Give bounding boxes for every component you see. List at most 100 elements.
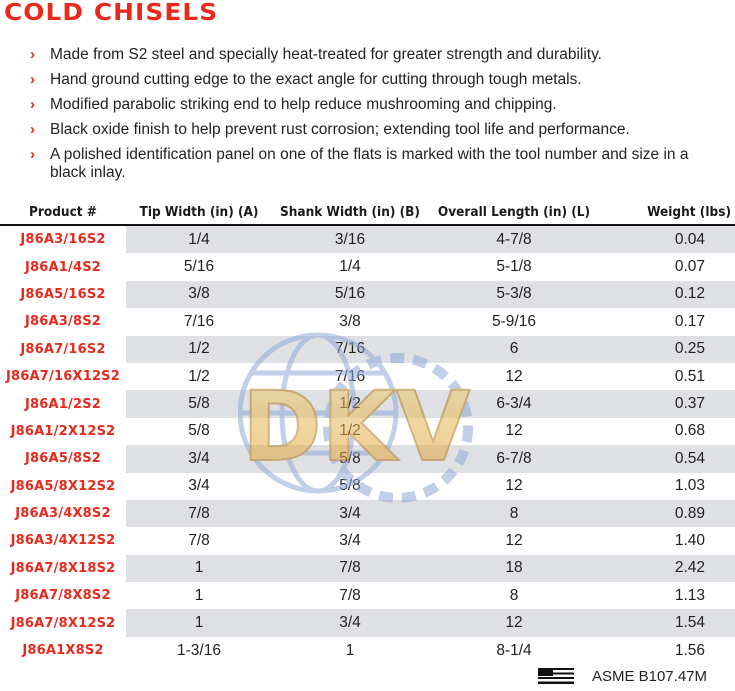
- overall-length-cell: 5-3/8: [428, 280, 600, 309]
- table-row: J86A7/16X12S2 1/2 7/16 12 0.51: [0, 363, 735, 390]
- table-header-row: Product # Tip Width (in) (A) Shank Width…: [0, 200, 735, 226]
- footer: ASME B107.47M: [537, 666, 707, 686]
- feature-item: › Made from S2 steel and specially heat-t…: [30, 46, 602, 63]
- weight-cell: 0.04: [600, 225, 735, 254]
- tip-width-cell: 3/8: [126, 280, 272, 309]
- shank-width-cell: 7/8: [272, 554, 428, 583]
- overall-length-cell: 12: [428, 609, 600, 637]
- weight-cell: 0.54: [600, 445, 735, 473]
- overall-length-cell: 12: [505, 477, 523, 495]
- asme-standard: ASME B107.47M: [591, 667, 707, 685]
- overall-length-cell: 12: [505, 422, 523, 440]
- tip-width-cell: 1/2: [126, 335, 272, 363]
- table-row: J86A7/8X18S2 1 7/8 18 2.42: [0, 554, 735, 583]
- feature-list: › Made from S2 steel and specially heat-t…: [0, 46, 735, 189]
- chevron-right-icon: ›: [30, 71, 35, 88]
- overall-length-cell: 12: [505, 367, 523, 385]
- product-number-cell: J86A3/4X12S2: [10, 533, 116, 549]
- overall-length-cell: 5-1/8: [496, 258, 532, 276]
- product-number-cell: J86A1/2S2: [24, 396, 102, 412]
- shank-width-cell: 7/16: [272, 335, 428, 363]
- spec-table: Product # Tip Width (in) (A) Shank Width…: [0, 200, 735, 664]
- chevron-right-icon: ›: [30, 121, 35, 138]
- weight-cell: 1.13: [674, 586, 705, 604]
- overall-length-cell: 6-7/8: [428, 445, 600, 473]
- weight-cell: 2.42: [600, 554, 735, 583]
- page-title: COLD CHISELS: [4, 0, 219, 26]
- shank-width-cell: 1/2: [339, 422, 361, 440]
- tip-width-cell: 5/8: [126, 390, 272, 418]
- product-number-cell: J86A5/8X12S2: [10, 478, 116, 494]
- table-row: J86A3/4X8S2 7/8 3/4 8 0.89: [0, 499, 735, 528]
- product-number-cell: J86A5/8S2: [24, 451, 102, 467]
- weight-cell: 0.17: [674, 312, 705, 330]
- tip-width-cell: 1: [126, 609, 272, 637]
- table-row: J86A1/4S2 5/16 1/4 5-1/8 0.07: [0, 253, 735, 280]
- table-row: J86A1/2X12S2 5/8 1/2 12 0.68: [0, 418, 735, 445]
- spec-table-container: Product # Tip Width (in) (A) Shank Width…: [0, 200, 735, 664]
- overall-length-cell: 6-3/4: [428, 390, 600, 418]
- table-row: J86A1X8S2 1-3/16 1 8-1/4 1.56: [0, 637, 735, 664]
- weight-cell: 1.56: [674, 641, 705, 659]
- weight-cell: 0.25: [600, 335, 735, 363]
- header-overall-length: Overall Length (in) (L): [428, 200, 600, 226]
- overall-length-cell: 5-9/16: [492, 312, 536, 330]
- product-number-cell: J86A5/16S2: [20, 286, 106, 302]
- overall-length-cell: 12: [505, 531, 523, 549]
- product-number-cell: J86A3/8S2: [24, 314, 102, 330]
- weight-cell: 0.12: [600, 280, 735, 309]
- weight-cell: 1.54: [600, 609, 735, 637]
- shank-width-cell: 3/4: [272, 609, 428, 637]
- table-row: J86A7/8X12S2 1 3/4 12 1.54: [0, 609, 735, 637]
- feature-item: › Modified parabolic striking end to help…: [30, 96, 557, 113]
- product-number-cell: J86A7/8X18S2: [10, 560, 116, 576]
- feature-item: › Hand ground cutting edge to the exact a…: [30, 71, 582, 88]
- tip-width-cell: 5/8: [188, 422, 210, 440]
- weight-cell: 0.51: [674, 367, 705, 385]
- shank-width-cell: 7/16: [334, 367, 366, 385]
- product-number-cell: J86A1X8S2: [22, 643, 104, 659]
- weight-cell: 0.37: [600, 390, 735, 418]
- table-row: J86A1/2S2 5/8 1/2 6-3/4 0.37: [0, 390, 735, 418]
- product-number-cell: J86A3/16S2: [20, 232, 106, 248]
- overall-length-cell: 8: [428, 499, 600, 528]
- table-row: J86A5/8S2 3/4 5/8 6-7/8 0.54: [0, 445, 735, 473]
- table-row: J86A3/4X12S2 7/8 3/4 12 1.40: [0, 527, 735, 554]
- table-row: J86A5/16S2 3/8 5/16 5-3/8 0.12: [0, 280, 735, 309]
- shank-width-cell: 1: [345, 641, 355, 659]
- weight-cell: 1.40: [674, 531, 705, 549]
- table-row: J86A5/8X12S2 3/4 5/8 12 1.03: [0, 473, 735, 500]
- tip-width-cell: 7/16: [183, 312, 215, 330]
- tip-width-cell: 7/8: [126, 499, 272, 528]
- shank-width-cell: 3/8: [339, 312, 361, 330]
- table-body: J86A3/16S2 1/4 3/16 4-7/8 0.04 J86A1/4S2 5/16 1…: [0, 225, 735, 664]
- tip-width-cell: 7/8: [188, 531, 210, 549]
- tip-width-cell: 3/4: [126, 445, 272, 473]
- product-number-cell: J86A3/4X8S2: [15, 506, 111, 522]
- overall-length-cell: 8-1/4: [496, 641, 532, 659]
- weight-cell: 0.89: [600, 499, 735, 528]
- chevron-right-icon: ›: [30, 146, 35, 163]
- shank-width-cell: 3/16: [272, 225, 428, 254]
- feature-item: › A polished identification panel on one …: [30, 146, 689, 181]
- table-row: J86A7/16S2 1/2 7/16 6 0.25: [0, 335, 735, 363]
- shank-width-cell: 1/2: [272, 390, 428, 418]
- header-tip-width: Tip Width (in) (A): [126, 200, 272, 226]
- overall-length-cell: 8: [509, 586, 519, 604]
- product-number-cell: J86A7/16X12S2: [6, 369, 120, 385]
- chevron-right-icon: ›: [30, 46, 35, 63]
- chevron-right-icon: ›: [30, 96, 35, 113]
- header-shank-width: Shank Width (in) (B): [272, 200, 428, 226]
- table-row: J86A3/16S2 1/4 3/16 4-7/8 0.04: [0, 225, 735, 254]
- table-row: J86A7/8X8S2 1 7/8 8 1.13: [0, 582, 735, 609]
- shank-width-cell: 5/8: [272, 445, 428, 473]
- product-number-cell: J86A7/8X8S2: [15, 588, 111, 604]
- shank-width-cell: 5/16: [272, 280, 428, 309]
- overall-length-cell: 6: [428, 335, 600, 363]
- tip-width-cell: 3/4: [188, 477, 210, 495]
- tip-width-cell: 1/2: [188, 367, 210, 385]
- shank-width-cell: 3/4: [339, 531, 361, 549]
- us-flag-icon: [537, 668, 574, 684]
- tip-width-cell: 1-3/16: [177, 641, 221, 659]
- feature-item: › Black oxide finish to help prevent rust…: [30, 121, 630, 138]
